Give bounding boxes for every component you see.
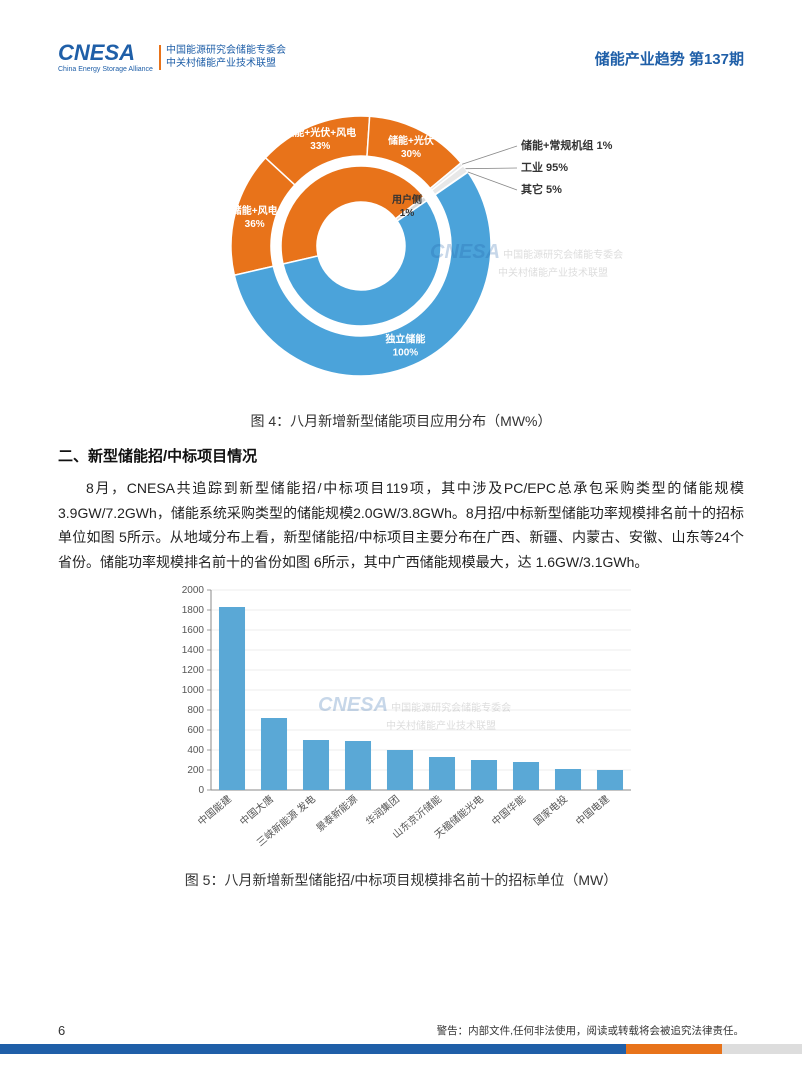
- donut-chart-container: 电源侧 43% 用户侧 1% 电网侧 56% 储能+风电 36% 储能+光伏+风电 33% 储能+光…: [58, 91, 744, 401]
- svg-text:储能+常规机组 1%: 储能+常规机组 1%: [521, 138, 613, 152]
- svg-text:其它 5%: 其它 5%: [521, 182, 562, 196]
- svg-text:1%: 1%: [400, 208, 415, 219]
- figure4-caption: 图 4：八月新增新型储能项目应用分布（MW%）: [58, 411, 744, 431]
- logo-subtitle: China Energy Storage Alliance: [58, 66, 153, 73]
- logo-block: CNESA China Energy Storage Alliance 中国能源…: [58, 42, 286, 73]
- svg-text:800: 800: [187, 705, 204, 716]
- bar-chart: 0 200 400 600 800 1000 1200 1400 1600 1800 2000 中国能…: [161, 580, 641, 860]
- svg-text:中国大唐: 中国大唐: [237, 792, 276, 828]
- svg-text:华润集团: 华润集团: [363, 792, 402, 828]
- svg-text:400: 400: [187, 745, 204, 756]
- donut-chart: 电源侧 43% 用户侧 1% 电网侧 56% 储能+风电 36% 储能+光伏+风电 33% 储能+光…: [131, 91, 671, 401]
- svg-text:200: 200: [187, 765, 204, 776]
- svg-text:景泰新能源: 景泰新能源: [313, 792, 360, 834]
- svg-text:中国华能: 中国华能: [489, 792, 528, 828]
- svg-text:1200: 1200: [182, 665, 205, 676]
- svg-text:国家电投: 国家电投: [531, 792, 570, 828]
- svg-text:1800: 1800: [182, 605, 205, 616]
- svg-text:电网侧: 电网侧: [352, 261, 382, 274]
- svg-text:用户侧: 用户侧: [391, 193, 422, 206]
- footer-bar-gray: [722, 1044, 802, 1054]
- svg-text:0: 0: [198, 785, 204, 796]
- logo-cn: 中国能源研究会储能专委会 中关村储能产业技术联盟: [159, 45, 286, 70]
- svg-text:600: 600: [187, 725, 204, 736]
- svg-text:电源侧: 电源侧: [328, 215, 358, 228]
- svg-text:储能+光伏: 储能+光伏: [387, 134, 434, 147]
- section2-paragraph: 8月，CNESA共追踪到新型储能招/中标项目119项，其中涉及PC/EPC总承包…: [58, 476, 744, 574]
- footer-bar-orange: [626, 1044, 722, 1054]
- logo-cn-line1: 中国能源研究会储能专委会: [166, 45, 286, 58]
- svg-text:1400: 1400: [182, 645, 205, 656]
- svg-text:43%: 43%: [333, 230, 353, 241]
- header-issue: 储能产业趋势 第137期: [595, 42, 744, 69]
- footer-bar: [0, 1044, 802, 1054]
- figure5-caption: 图 5：八月新增新型储能招/中标项目规模排名前十的招标单位（MW）: [58, 870, 744, 890]
- svg-text:100%: 100%: [393, 348, 419, 359]
- svg-text:56%: 56%: [357, 276, 377, 287]
- svg-text:独立储能: 独立储能: [385, 333, 425, 346]
- svg-text:30%: 30%: [401, 149, 421, 160]
- svg-text:2000: 2000: [182, 585, 205, 596]
- svg-text:储能+光伏+风电: 储能+光伏+风电: [283, 126, 356, 139]
- svg-text:储能+风电: 储能+风电: [231, 204, 278, 217]
- section2-heading: 二、新型储能招/中标项目情况: [58, 445, 744, 466]
- page-header: CNESA China Energy Storage Alliance 中国能源…: [58, 42, 744, 73]
- logo-left: CNESA China Energy Storage Alliance: [58, 42, 153, 73]
- svg-text:1600: 1600: [182, 625, 205, 636]
- svg-text:33%: 33%: [310, 141, 330, 152]
- svg-text:中国电建: 中国电建: [573, 792, 612, 828]
- bar-chart-container: 0 200 400 600 800 1000 1200 1400 1600 1800 2000 中国能…: [58, 580, 744, 860]
- svg-text:1000: 1000: [182, 685, 205, 696]
- svg-text:中国能建: 中国能建: [195, 792, 234, 828]
- svg-text:工业 95%: 工业 95%: [521, 160, 568, 174]
- page-number: 6: [58, 1023, 65, 1038]
- svg-text:36%: 36%: [245, 219, 265, 230]
- logo-cn-line2: 中关村储能产业技术联盟: [166, 58, 286, 71]
- logo-mark: CNESA: [58, 42, 153, 64]
- footer-bar-blue: [0, 1044, 626, 1054]
- footer-warning: 警告：内部文件,任何非法使用，阅读或转载将会被追究法律责任。: [437, 1023, 744, 1038]
- page-root: CNESA China Energy Storage Alliance 中国能源…: [0, 0, 802, 890]
